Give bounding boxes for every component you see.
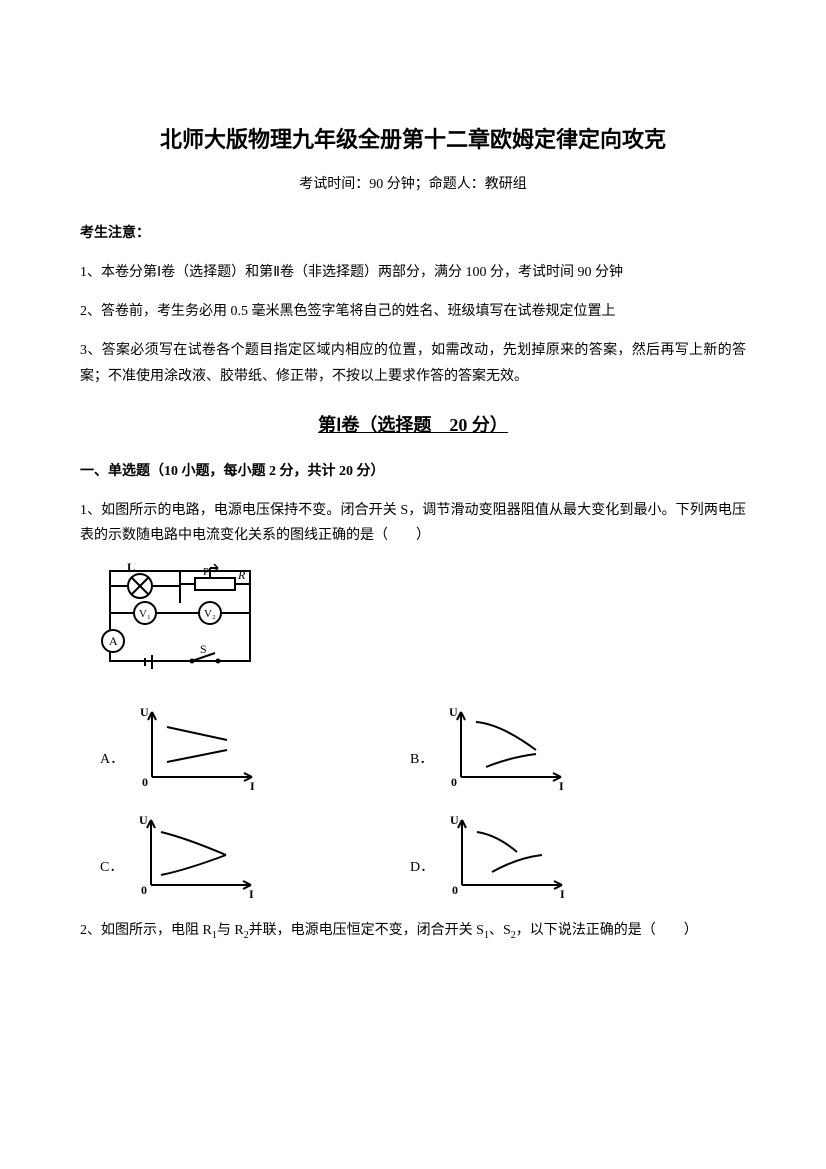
svg-text:0: 0: [142, 775, 148, 789]
option-D: D． U I 0: [410, 810, 720, 900]
question-1: 1、如图所示的电路，电源电压保持不变。闭合开关 S，调节滑动变阻器阻值从最大变化…: [80, 498, 746, 548]
graph-D: U I 0: [442, 810, 572, 900]
label-V1: V₁: [139, 608, 151, 620]
page-subtitle: 考试时间：90 分钟；命题人：教研组: [80, 172, 746, 197]
instruction-1: 1、本卷分第Ⅰ卷（选择题）和第Ⅱ卷（非选择题）两部分，满分 100 分，考试时间…: [80, 260, 746, 285]
label-V2: V₂: [204, 608, 216, 620]
graph-C: U I 0: [131, 810, 261, 900]
graph-B: U I 0: [441, 702, 571, 792]
options-row-2: C． U I 0 D． U I 0: [100, 810, 746, 900]
q2-part5: ，以下说法正确的是（ ）: [516, 923, 698, 938]
question-2: 2、如图所示，电阻 R1与 R2并联，电源电压恒定不变，闭合开关 S1、S2，以…: [80, 918, 746, 945]
svg-text:0: 0: [452, 883, 458, 897]
q2-part3: 并联，电源电压恒定不变，闭合开关 S: [249, 923, 484, 938]
svg-text:0: 0: [141, 883, 147, 897]
page-title: 北师大版物理九年级全册第十二章欧姆定律定向攻克: [80, 120, 746, 160]
option-label-B: B．: [410, 747, 433, 772]
label-R: R: [237, 568, 246, 582]
svg-text:U: U: [449, 705, 458, 719]
option-A: A． U I 0: [100, 702, 410, 792]
label-P: P: [203, 566, 209, 578]
option-B: B． U I 0: [410, 702, 720, 792]
option-label-C: C．: [100, 855, 123, 880]
svg-text:U: U: [450, 813, 459, 827]
svg-text:I: I: [560, 887, 565, 900]
question-type: 一、单选题（10 小题，每小题 2 分，共计 20 分）: [80, 459, 746, 484]
svg-text:I: I: [250, 779, 255, 792]
part-header: 第Ⅰ卷（选择题 20 分）: [80, 409, 746, 441]
label-L: L: [127, 563, 135, 574]
option-C: C． U I 0: [100, 810, 410, 900]
q2-part1: 2、如图所示，电阻 R: [80, 923, 212, 938]
label-A: A: [109, 634, 118, 648]
svg-text:U: U: [139, 813, 148, 827]
q2-part2: 与 R: [217, 923, 244, 938]
graph-A: U I 0: [132, 702, 262, 792]
option-label-A: A．: [100, 747, 124, 772]
options-row-1: A． U I 0 B． U I 0: [100, 702, 746, 792]
notice-label: 考生注意：: [80, 221, 746, 246]
instruction-3: 3、答案必须写在试卷各个题目指定区域内相应的位置，如需改动，先划掉原来的答案，然…: [80, 338, 746, 388]
circuit-diagram: L P R V₁ V₂ A S: [100, 563, 746, 682]
instruction-2: 2、答卷前，考生务必用 0.5 毫米黑色签字笔将自己的姓名、班级填写在试卷规定位…: [80, 299, 746, 324]
svg-text:U: U: [140, 705, 149, 719]
q2-part4: 、S: [489, 923, 511, 938]
svg-text:I: I: [249, 887, 254, 900]
label-S: S: [200, 642, 207, 656]
svg-text:0: 0: [451, 775, 457, 789]
svg-text:I: I: [559, 779, 564, 792]
option-label-D: D．: [410, 855, 434, 880]
